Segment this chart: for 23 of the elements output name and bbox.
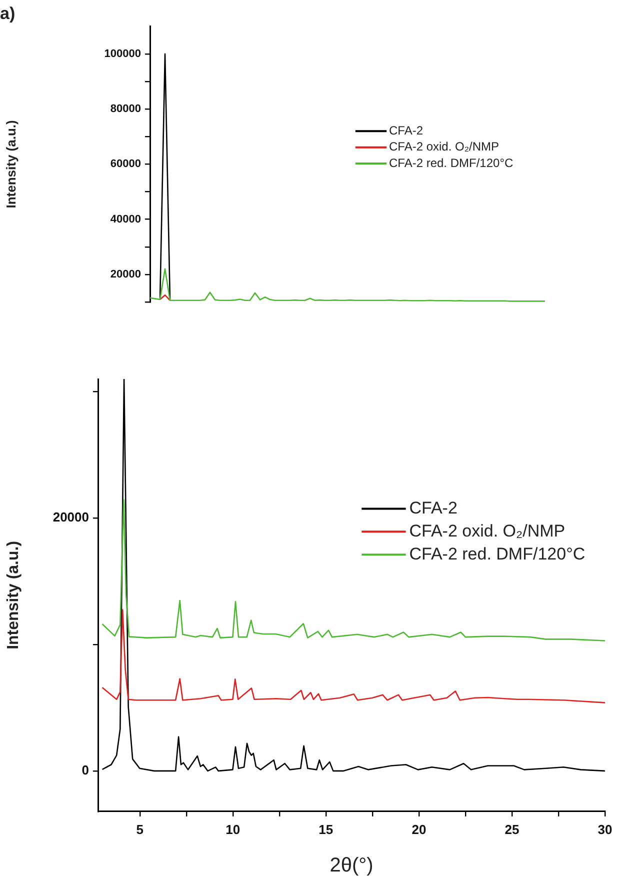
x-tick-label: 10: [226, 822, 240, 837]
y-tick-label: 0: [82, 762, 89, 778]
x-tick-label: 20: [412, 822, 426, 837]
x-tick-label: 30: [598, 822, 612, 837]
y-tick-label: 100000: [104, 48, 141, 60]
y-tick-label: 20000: [52, 510, 89, 525]
y-tick-label: 40000: [110, 213, 141, 226]
legend-label: CFA-2: [409, 498, 458, 518]
x-tick-label: 15: [318, 822, 334, 837]
x-tick-label: 25: [504, 822, 520, 837]
legend-label: CFA-2 red. DMF/120°C: [389, 156, 514, 170]
text: a): [0, 4, 16, 23]
legend-label: CFA-2 oxid. O₂/NMP: [389, 140, 500, 154]
x-tick-label: 5: [136, 822, 144, 837]
legend-label: CFA-2 red. DMF/120°C: [409, 544, 586, 564]
y-axis-title: Intensity (a.u.): [3, 120, 18, 208]
y-tick-label: 60000: [110, 158, 141, 170]
y-tick-label: 80000: [110, 103, 141, 116]
y-axis-title: Intensity (a.u.): [5, 540, 22, 650]
y-tick-label: 20000: [110, 268, 141, 280]
x-axis-title: 2θ(°): [330, 854, 374, 877]
legend-label: CFA-2: [389, 123, 424, 138]
legend-label: CFA-2 oxid. O₂/NMP: [409, 521, 566, 540]
